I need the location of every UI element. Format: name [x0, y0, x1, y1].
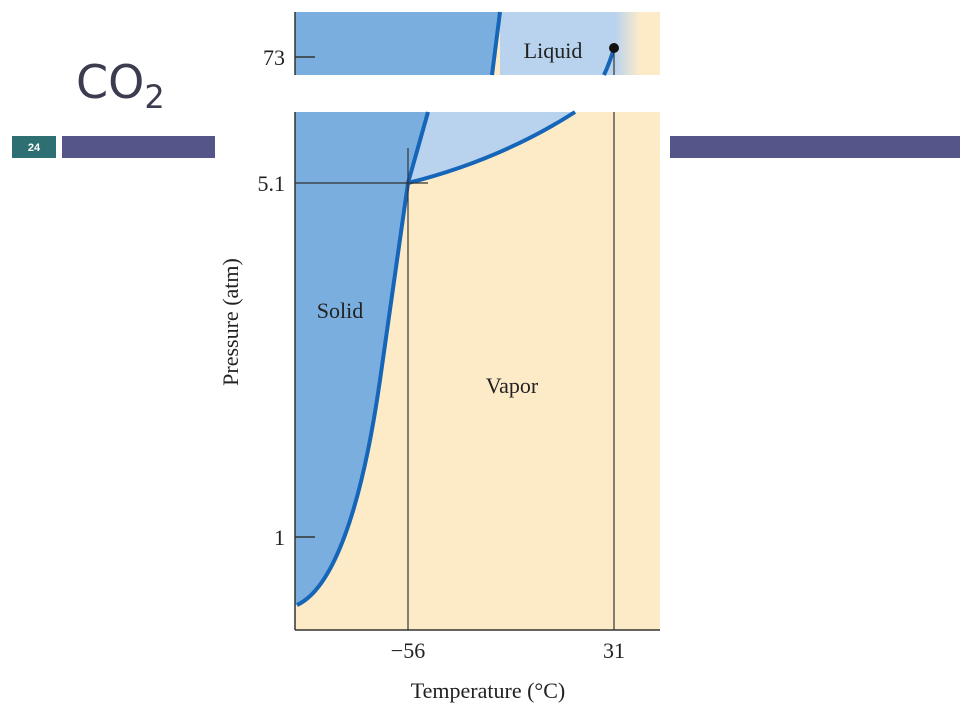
solid-region: [295, 12, 500, 75]
supercritical-fade: [615, 12, 640, 75]
liquid-region: [500, 12, 615, 75]
x-tick-label: 31: [603, 638, 625, 663]
y-tick-label: 5.1: [258, 171, 286, 196]
slide-title: CO2: [76, 55, 165, 116]
liquid-region: [408, 112, 575, 183]
header-bar: [62, 136, 215, 158]
header-bar: [670, 136, 960, 158]
sublimation-melting-curve: [296, 111, 430, 607]
slide-number: 24: [28, 142, 41, 154]
y-tick-label: 1: [274, 525, 285, 550]
region-label: Vapor: [486, 373, 539, 398]
solid-region: [295, 112, 428, 605]
region-label: Liquid: [524, 38, 583, 63]
region-label: Solid: [317, 298, 363, 323]
title-subscript: 2: [144, 78, 164, 116]
melting-curve: [490, 11, 502, 76]
title-main: CO: [76, 55, 144, 109]
y-tick-label: 73: [263, 45, 285, 70]
slide-number-box: [12, 136, 56, 158]
x-axis-label: Temperature (°C): [411, 678, 565, 703]
vaporization-curve: [407, 110, 577, 185]
critical-point: [609, 43, 619, 53]
y-axis-label: Pressure (atm): [218, 258, 243, 386]
x-tick-label: −56: [391, 638, 425, 663]
